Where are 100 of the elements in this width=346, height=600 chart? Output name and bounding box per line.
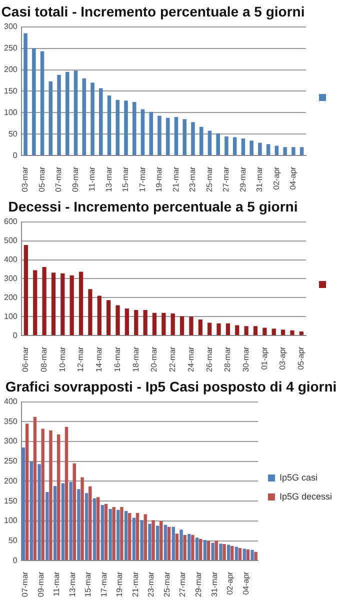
- legend-label: Ip5G casi: [279, 472, 318, 482]
- bar: [60, 273, 65, 336]
- x-tick-label: 13-mar: [104, 166, 114, 192]
- y-tick-label: 100: [4, 108, 18, 117]
- x-tick-label: 06-mar: [21, 346, 30, 372]
- bar: [144, 514, 147, 560]
- bar: [174, 117, 178, 156]
- x-tick-label: 20-mar: [150, 346, 159, 372]
- bar: [97, 296, 102, 336]
- x-tick-label: 02-apr: [272, 166, 281, 190]
- bar: [158, 116, 162, 156]
- y-tick-label: 500: [4, 236, 18, 245]
- bar: [51, 272, 56, 336]
- bar: [258, 142, 262, 156]
- x-tick-label: 30-mar: [242, 346, 251, 372]
- x-tick-label: 14-mar: [94, 346, 104, 372]
- bar: [38, 464, 41, 560]
- bar: [134, 310, 138, 336]
- bar: [189, 316, 194, 336]
- bar: [112, 507, 116, 560]
- bar: [53, 486, 57, 560]
- bar: [199, 126, 204, 156]
- bar: [77, 489, 80, 560]
- x-tick-label: 01-apr: [260, 346, 269, 370]
- x-tick-label: 23-mar: [146, 571, 156, 598]
- y-tick-label: 150: [4, 86, 18, 96]
- bar: [232, 137, 237, 156]
- x-tick-label: 05-mar: [37, 166, 46, 192]
- x-tick-label: 25-mar: [162, 571, 172, 598]
- bar: [224, 136, 228, 156]
- y-tick-label: 300: [4, 22, 18, 32]
- bar: [208, 130, 212, 156]
- bar: [167, 526, 171, 560]
- bar: [206, 540, 210, 560]
- bar: [88, 486, 92, 560]
- bar: [254, 552, 258, 560]
- bar: [172, 526, 175, 560]
- y-tick-label: 250: [4, 43, 18, 52]
- x-tick-label: 19-mar: [115, 571, 124, 598]
- bar: [57, 74, 61, 156]
- bar: [140, 520, 144, 560]
- y-tick-label: 350: [4, 416, 18, 426]
- bar: [152, 520, 155, 560]
- bar: [242, 548, 246, 560]
- bar: [280, 330, 286, 336]
- y-tick-label: 50: [8, 536, 18, 546]
- bar: [96, 497, 100, 560]
- bar: [82, 78, 86, 156]
- x-tick-label: 04-apr: [241, 571, 250, 595]
- bar: [108, 509, 112, 560]
- bar: [107, 96, 112, 156]
- x-tick-label: 11-mar: [88, 166, 97, 192]
- bar: [104, 504, 108, 560]
- bar: [143, 310, 148, 336]
- bar: [88, 289, 92, 336]
- bar: [175, 534, 179, 560]
- bar: [253, 326, 258, 336]
- bar: [272, 328, 276, 336]
- x-tick-label: 02-apr: [226, 571, 235, 595]
- bar: [116, 510, 120, 560]
- y-tick-label: 50: [8, 129, 18, 138]
- x-tick-label: 15-mar: [121, 166, 130, 192]
- x-tick-label: 03-mar: [20, 166, 30, 192]
- x-tick-label: 23-mar: [188, 166, 198, 192]
- bar: [30, 461, 33, 560]
- y-tick-label: 0: [12, 330, 18, 340]
- x-tick-label: 21-mar: [130, 571, 140, 598]
- x-tick-label: 19-mar: [154, 166, 164, 192]
- bar: [128, 513, 132, 560]
- bar: [32, 48, 36, 156]
- y-tick-label: 200: [4, 476, 18, 486]
- bar: [106, 300, 111, 336]
- bar: [72, 463, 76, 560]
- bar: [132, 518, 136, 560]
- y-tick-label: 0: [12, 150, 18, 160]
- y-tick-label: 100: [4, 312, 18, 321]
- x-tick-label: 17-mar: [138, 166, 147, 192]
- bar: [120, 507, 124, 560]
- x-tick-label: 29-mar: [238, 166, 248, 192]
- bar: [116, 100, 120, 156]
- bar: [148, 524, 152, 560]
- bar: [250, 140, 254, 156]
- bar: [66, 72, 70, 156]
- bar: [170, 313, 175, 336]
- bar: [85, 493, 88, 560]
- bar: [74, 70, 78, 156]
- x-tick-label: 13-mar: [68, 571, 77, 598]
- bar: [149, 112, 153, 156]
- x-tick-label: 27-mar: [178, 571, 188, 598]
- x-tick-label: 28-mar: [223, 346, 232, 372]
- bar: [90, 82, 94, 156]
- bar: [164, 524, 168, 560]
- bar: [166, 118, 170, 156]
- x-tick-label: 21-mar: [171, 166, 180, 192]
- bar: [48, 81, 53, 156]
- x-tick-label: 04-apr: [288, 166, 298, 190]
- bar: [41, 428, 44, 560]
- bar: [182, 119, 186, 156]
- bar: [180, 530, 183, 560]
- bar: [156, 526, 160, 560]
